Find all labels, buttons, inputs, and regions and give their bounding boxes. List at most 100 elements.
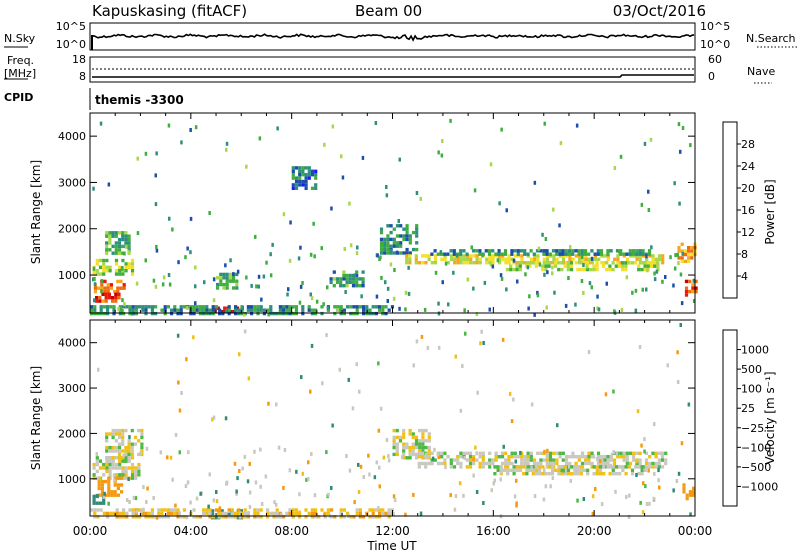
data-cell: [449, 458, 453, 462]
data-cell: [111, 459, 115, 463]
data-cell: [140, 442, 144, 446]
data-cell: [595, 267, 599, 272]
data-cell: [677, 122, 681, 127]
data-cell: [469, 257, 473, 261]
data-cell: [109, 305, 113, 309]
velocity-colorbar-tick-label: 100: [741, 383, 762, 396]
velocity-colorbar-tick-label: −500: [741, 461, 771, 474]
data-cell: [282, 485, 285, 490]
data-cell: [395, 244, 400, 248]
data-cell: [379, 241, 384, 245]
data-cell: [411, 452, 415, 457]
data-cell: [653, 277, 657, 282]
data-cell: [355, 280, 359, 284]
data-cell: [145, 446, 149, 451]
data-cell: [93, 508, 97, 512]
data-cell: [98, 299, 102, 303]
data-cell: [145, 500, 148, 504]
data-cell: [513, 249, 517, 253]
data-cell: [121, 459, 125, 463]
data-cell: [186, 246, 189, 251]
data-cell: [327, 492, 330, 497]
data-cell: [304, 183, 308, 187]
data-cell: [510, 461, 514, 466]
data-cell: [147, 511, 151, 516]
data-cell: [459, 261, 463, 265]
data-cell: [236, 516, 240, 520]
data-cell: [395, 250, 399, 255]
data-cell: [291, 169, 295, 173]
data-cell: [133, 435, 138, 440]
data-cell: [342, 270, 346, 274]
data-cell: [398, 306, 401, 311]
data-cell: [597, 307, 601, 312]
data-cell: [516, 249, 520, 253]
data-cell: [348, 280, 352, 284]
data-cell: [551, 249, 556, 253]
data-cell: [335, 277, 340, 281]
noise-search-label: N.Search: [746, 32, 796, 45]
data-cell: [608, 264, 612, 268]
data-cell: [307, 169, 311, 173]
data-cell: [462, 451, 466, 455]
data-cell: [426, 345, 430, 350]
data-cell: [499, 477, 502, 482]
data-cell: [637, 267, 641, 272]
data-cell: [645, 254, 648, 259]
data-cell: [519, 450, 522, 455]
data-cell: [402, 435, 406, 440]
data-cell: [211, 311, 215, 316]
data-cell: [606, 455, 610, 459]
data-cell: [142, 507, 145, 512]
data-cell: [411, 449, 415, 453]
data-cell: [232, 279, 236, 283]
data-cell: [393, 498, 397, 502]
data-cell: [219, 272, 223, 277]
data-cell: [595, 468, 599, 472]
data-cell: [619, 252, 623, 256]
data-cell: [420, 461, 425, 466]
data-cell: [621, 264, 625, 268]
data-cell: [95, 272, 99, 276]
data-cell: [415, 230, 419, 235]
data-cell: [585, 264, 588, 269]
data-cell: [491, 261, 495, 265]
data-cell: [205, 305, 209, 309]
data-cell: [459, 408, 463, 413]
data-cell: [310, 508, 314, 512]
data-cell: [411, 442, 415, 446]
data-cell: [169, 455, 173, 460]
data-cell: [576, 267, 580, 272]
data-cell: [615, 249, 620, 253]
data-cell: [392, 227, 396, 231]
data-cell: [106, 511, 110, 516]
data-cell: [494, 455, 498, 459]
data-cell: [349, 515, 353, 519]
data-cell: [114, 248, 118, 252]
data-cell: [125, 511, 129, 516]
data-cell: [524, 272, 527, 277]
data-cell: [130, 466, 135, 470]
data-cell: [358, 508, 362, 512]
data-cell: [128, 500, 131, 504]
data-cell: [111, 462, 115, 467]
data-cell: [92, 462, 96, 467]
data-cell: [107, 182, 111, 187]
data-cell: [208, 472, 211, 477]
data-cell: [644, 461, 649, 466]
data-cell: [643, 468, 647, 472]
data-cell: [245, 164, 248, 169]
freq-label: Freq.: [7, 54, 34, 67]
data-cell: [526, 455, 530, 459]
data-cell: [504, 465, 508, 469]
data-cell: [458, 481, 462, 486]
data-cell: [633, 261, 638, 265]
data-cell: [605, 261, 609, 265]
data-cell: [640, 472, 644, 476]
data-cell: [692, 490, 696, 494]
data-cell: [282, 515, 286, 519]
noise-panel: N.Sky 10^5 10^0 N.Search 10^5 10^0: [4, 20, 797, 51]
data-cell: [639, 500, 642, 505]
data-cell: [140, 445, 144, 450]
